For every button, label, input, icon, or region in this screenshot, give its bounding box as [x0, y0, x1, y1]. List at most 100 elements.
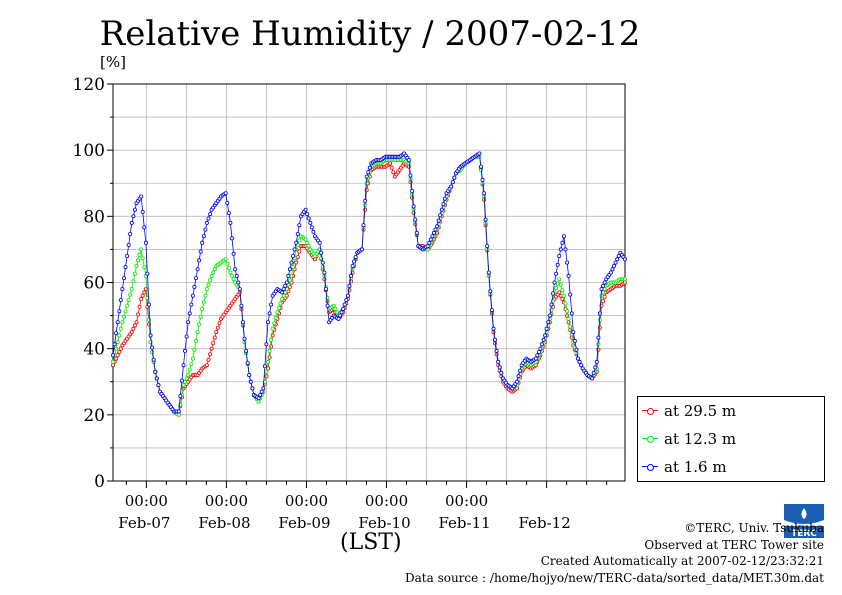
data-point: [272, 321, 277, 326]
data-point: [297, 238, 302, 243]
terc-logo-icon: TERC: [784, 504, 824, 539]
data-point: [516, 374, 521, 379]
data-point: [229, 273, 234, 278]
data-point: [406, 158, 411, 163]
data-point: [339, 310, 344, 315]
data-point: [146, 302, 151, 307]
data-point: [485, 244, 490, 249]
data-point: [305, 240, 310, 245]
data-point: [134, 320, 139, 325]
data-point: [195, 330, 200, 335]
data-point: [181, 363, 186, 368]
data-point: [482, 191, 487, 196]
x-time-label: 00:00: [365, 492, 408, 510]
data-point: [156, 383, 161, 388]
data-point: [187, 367, 192, 372]
data-point: [449, 184, 454, 189]
y-tick-label: 20: [83, 406, 105, 426]
data-point: [366, 170, 371, 175]
data-point: [306, 216, 311, 221]
data-point: [186, 320, 191, 325]
x-time-label: 00:00: [205, 492, 248, 510]
data-point: [352, 259, 357, 264]
data-point: [308, 220, 313, 225]
data-point: [571, 330, 576, 335]
data-point: [593, 365, 598, 370]
data-point: [111, 359, 116, 364]
x-date-label: Feb-10: [358, 514, 410, 532]
data-point: [344, 298, 349, 303]
data-point: [114, 331, 119, 336]
data-point: [270, 326, 275, 331]
data-point: [132, 271, 137, 276]
data-point: [438, 213, 443, 218]
data-point: [184, 376, 189, 381]
data-point: [286, 273, 291, 278]
data-point: [131, 279, 136, 284]
data-point: [114, 356, 119, 361]
data-point: [452, 175, 457, 180]
data-point: [305, 212, 310, 217]
data-point: [125, 303, 130, 308]
data-point: [291, 253, 296, 258]
data-point: [295, 255, 300, 260]
data-point: [312, 257, 317, 262]
data-point: [265, 359, 270, 364]
data-point: [558, 247, 563, 252]
data-point: [148, 333, 153, 338]
credit-line: Observed at TERC Tower site: [644, 537, 824, 552]
data-point: [623, 280, 628, 285]
data-point: [546, 320, 551, 325]
logo-text: TERC: [791, 529, 817, 539]
data-point: [591, 370, 596, 375]
data-point: [256, 396, 261, 401]
data-point: [450, 180, 455, 185]
data-point: [131, 326, 136, 331]
data-point: [204, 287, 209, 292]
data-point: [306, 244, 311, 249]
data-point: [563, 301, 568, 306]
data-point: [139, 194, 144, 199]
data-point: [278, 301, 283, 306]
data-point: [569, 311, 574, 316]
data-point: [239, 303, 244, 308]
data-point: [118, 326, 123, 331]
data-point: [579, 363, 584, 368]
data-point: [140, 209, 145, 214]
legend: at 29.5 m at 12.3 m at 1.6 m: [637, 396, 825, 482]
data-point: [566, 316, 571, 321]
data-point: [131, 214, 136, 219]
data-point: [348, 273, 353, 278]
data-point: [176, 409, 181, 414]
data-point: [560, 288, 565, 293]
data-point: [549, 302, 554, 307]
data-point: [212, 267, 217, 272]
data-point: [322, 270, 327, 275]
x-time-label: 00:00: [445, 492, 488, 510]
data-point: [489, 308, 494, 313]
data-point: [563, 247, 568, 252]
x-date-label: Feb-12: [519, 514, 571, 532]
data-point: [118, 298, 123, 303]
data-point: [297, 223, 302, 228]
legend-label: at 12.3 m: [664, 430, 737, 448]
data-point: [590, 376, 595, 381]
legend-swatch-blue: [642, 462, 658, 472]
data-point: [280, 290, 285, 295]
legend-item-1-6m: at 1.6 m: [642, 457, 727, 477]
data-point: [336, 316, 341, 321]
data-point: [488, 289, 493, 294]
data-point: [112, 342, 117, 347]
data-point: [223, 191, 228, 196]
data-point: [289, 260, 294, 265]
data-point: [557, 290, 562, 295]
data-point: [291, 265, 296, 270]
data-point: [200, 306, 205, 311]
data-point: [189, 362, 194, 367]
data-point: [204, 220, 209, 225]
data-point: [518, 368, 523, 373]
data-point: [208, 278, 213, 283]
data-point: [276, 305, 281, 310]
data-point: [574, 347, 579, 352]
data-point: [198, 249, 203, 254]
